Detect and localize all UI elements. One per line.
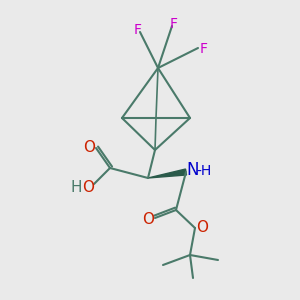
Text: O: O: [196, 220, 208, 236]
Text: F: F: [134, 23, 142, 37]
Text: -H: -H: [196, 164, 211, 178]
Text: O: O: [142, 212, 154, 227]
Text: F: F: [170, 17, 178, 31]
Text: O: O: [83, 140, 95, 155]
Text: O: O: [82, 179, 94, 194]
Polygon shape: [148, 169, 187, 178]
Text: N: N: [187, 161, 199, 179]
Text: F: F: [200, 42, 208, 56]
Text: H: H: [70, 179, 82, 194]
